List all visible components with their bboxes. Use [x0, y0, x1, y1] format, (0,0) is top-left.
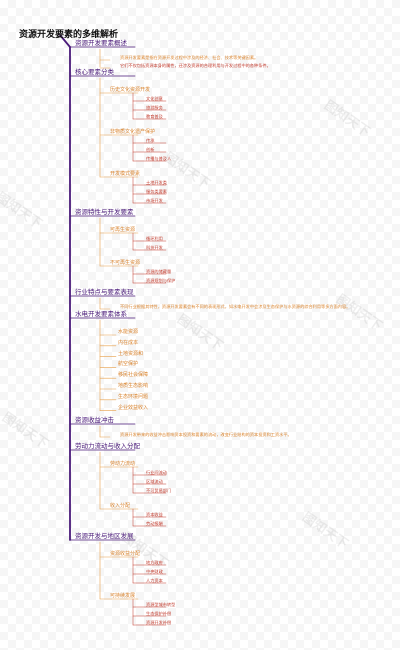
item-node: 传承 — [146, 138, 155, 143]
group-node: 不可再生资源 — [110, 260, 141, 266]
item-node: 传播与普及人 — [146, 156, 172, 161]
section-node: 劳动力流动与收入分配 — [75, 442, 140, 450]
item-node: 不可贸易部门 — [146, 488, 172, 493]
leaf-node: 生态环境问题 — [118, 393, 149, 400]
note-text: 资源开发要素是指在资源开发过程中涉及的经济、社会、技术等关键因素。 — [120, 55, 259, 60]
item-node: 市场开发 — [146, 198, 163, 203]
trunk-root-link — [59, 34, 71, 48]
item-node: 地方政府 — [146, 560, 163, 565]
item-node: 资源规划与保护 — [146, 278, 176, 283]
leaf-node: 企业效益收入 — [118, 404, 149, 411]
leaf-node: 水能资源 — [118, 329, 139, 335]
item-node: 文化创意 — [146, 96, 163, 101]
group-node: 历史文化资源开发 — [110, 87, 151, 93]
leaf-node: 内在成本 — [118, 339, 139, 346]
section-node: 资源开发要素概述 — [75, 39, 127, 47]
item-node: 创新 — [146, 147, 155, 152]
section-node: 水电开发要素体系 — [75, 310, 127, 318]
leaf-node: 移民社会保障 — [118, 372, 149, 379]
group-node: 劳动力流动 — [110, 461, 136, 467]
leaf-node: 航空保护 — [118, 361, 139, 368]
item-node: 劳动报酬 — [146, 521, 163, 526]
group-node: 非物质文化遗产保护 — [110, 129, 156, 135]
section-node: 资源特性与开发要素 — [75, 208, 134, 216]
item-node: 人力资本 — [146, 578, 163, 583]
note-text: 资源开发带来的收益冲击影响资本投资和要素的流动，改变行业结构的资本投资和工资水平… — [120, 432, 292, 437]
item-node: 土地开发类 — [146, 180, 167, 185]
leaf-node: 土地资源和 — [118, 350, 144, 357]
item-node: 服务类要素 — [146, 189, 167, 194]
section-node: 核心要素分类 — [75, 68, 114, 76]
section-node: 行业特点与要素表现 — [75, 288, 134, 296]
item-node: 中央财政 — [146, 569, 163, 574]
note-text: 不同行业根据其特性，资源开发要素会有不同的表现形式，如水电开发中会涉及生态保护与… — [120, 304, 351, 309]
group-node: 可再生资源 — [110, 227, 136, 233]
item-node: 循环利用 — [146, 236, 163, 241]
item-node: 生态保护补偿 — [146, 611, 172, 616]
group-node: 资源收益分配 — [110, 551, 141, 557]
mindmap-root-title: 资源开发要素的多维解析 — [19, 30, 119, 40]
item-node: 教育普及 — [146, 114, 163, 119]
group-node: 收入分配 — [110, 503, 131, 509]
section-node: 资源开发与地区发展 — [75, 532, 134, 540]
item-node: 资源的储藏量 — [146, 269, 172, 274]
note-text: 它们不仅包括资源本身的属性，还涉及资源的合理利用与开发过程中的各种条件。 — [120, 63, 271, 68]
item-node: 资源型城市转型 — [146, 602, 176, 607]
item-node: 行业间流动 — [146, 470, 167, 475]
leaf-node: 地质生态影响 — [118, 383, 149, 389]
group-node: 可持续发展 — [110, 593, 136, 599]
section-node: 资源收益冲击 — [75, 416, 114, 424]
group-node: 开发模式要素 — [110, 171, 141, 177]
item-node: 资本收益 — [146, 512, 163, 517]
item-node: 旅游服务 — [146, 105, 163, 110]
item-node: 资源开发补偿 — [146, 620, 172, 625]
item-node: 科技开发 — [146, 245, 163, 250]
item-node: 区域流动 — [146, 479, 163, 484]
